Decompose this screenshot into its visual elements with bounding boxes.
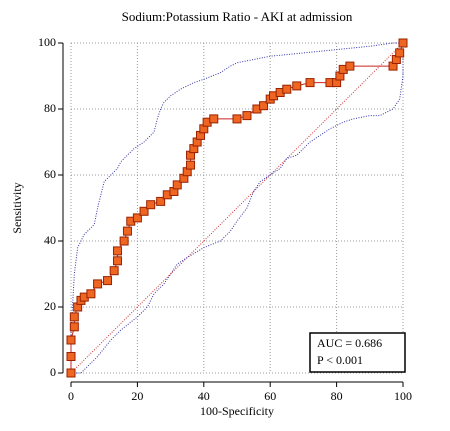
x-tick-label: 80 bbox=[331, 389, 343, 403]
roc-point bbox=[112, 246, 122, 256]
roc-point bbox=[109, 266, 119, 276]
roc-point bbox=[395, 48, 405, 58]
roc-point bbox=[112, 256, 122, 266]
roc-point bbox=[209, 114, 219, 124]
y-tick-label: 100 bbox=[38, 35, 56, 49]
roc-point bbox=[242, 111, 252, 121]
roc-point bbox=[132, 213, 142, 223]
x-tick-label: 100 bbox=[394, 389, 412, 403]
roc-point bbox=[69, 322, 79, 332]
roc-point bbox=[172, 180, 182, 190]
auc-box bbox=[309, 332, 406, 373]
roc-point bbox=[282, 84, 292, 94]
roc-point bbox=[146, 200, 156, 210]
roc-point bbox=[66, 352, 76, 361]
y-tick-label: 60 bbox=[44, 167, 56, 181]
roc-point bbox=[119, 236, 129, 246]
x-tick-label: 20 bbox=[131, 389, 143, 403]
y-tick-label: 20 bbox=[44, 299, 56, 313]
roc-point bbox=[103, 276, 113, 286]
auc-text: AUC = 0.686 bbox=[317, 336, 382, 350]
roc-point bbox=[66, 368, 76, 378]
roc-point bbox=[66, 335, 76, 345]
y-tick-label: 0 bbox=[50, 365, 56, 379]
roc-point bbox=[122, 226, 132, 236]
chart-title: Sodium:Potassium Ratio - AKI at admissio… bbox=[122, 9, 353, 24]
p-text: P < 0.001 bbox=[317, 353, 363, 367]
y-axis-label: Sensitivity bbox=[10, 182, 24, 233]
roc-point bbox=[259, 101, 269, 111]
roc-point bbox=[93, 279, 103, 289]
x-tick-label: 40 bbox=[198, 389, 210, 403]
roc-point bbox=[156, 196, 166, 206]
dotted-curve bbox=[71, 43, 404, 374]
roc-point bbox=[69, 312, 79, 322]
roc-point bbox=[232, 114, 242, 124]
roc-point bbox=[139, 206, 149, 216]
x-tick-label: 60 bbox=[264, 389, 276, 403]
roc-point bbox=[305, 78, 315, 88]
roc-point bbox=[292, 81, 302, 91]
roc-point bbox=[186, 160, 196, 170]
roc-point bbox=[398, 38, 408, 48]
roc-point bbox=[345, 61, 355, 71]
y-tick-label: 40 bbox=[44, 233, 56, 247]
x-axis-label: 100-Specificity bbox=[200, 404, 274, 418]
dotted-curve bbox=[70, 42, 403, 373]
dotted-curve bbox=[70, 42, 404, 374]
y-tick-label: 80 bbox=[44, 101, 56, 115]
x-tick-label: 0 bbox=[68, 389, 74, 403]
roc-point bbox=[86, 289, 96, 299]
